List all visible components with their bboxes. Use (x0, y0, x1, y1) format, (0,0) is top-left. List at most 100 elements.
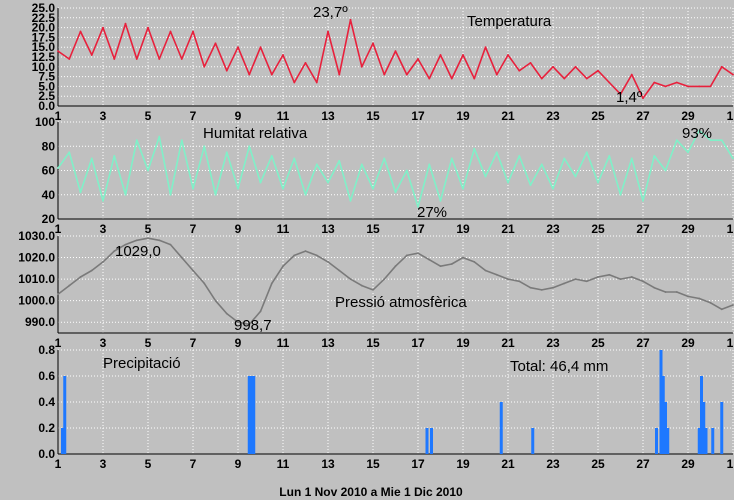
x-tick-label: 5 (145, 109, 152, 123)
humidity-data-point (282, 187, 284, 190)
temperature-data-point (495, 73, 498, 76)
pressure-data-point (90, 269, 93, 272)
x-tick-label: 13 (321, 222, 335, 236)
precip-bar (666, 428, 670, 454)
pressure-data-point (192, 269, 194, 272)
humidity-data-point (450, 157, 453, 160)
precip-bar (697, 428, 701, 454)
temperature-panel (57, 7, 734, 107)
temperature-data-point (270, 73, 273, 76)
x-tick-label: 9 (235, 109, 242, 123)
y-tick-label: 100 (35, 115, 55, 129)
humidity-data-point (338, 159, 341, 162)
temperature-data-point (135, 58, 138, 60)
temperature-data-point (180, 58, 183, 60)
temperature-data-point (360, 65, 363, 68)
x-tick-label: 21 (501, 109, 515, 123)
pressure-data-point (214, 299, 217, 302)
x-tick-label: 21 (501, 457, 515, 471)
precip-bar (720, 402, 724, 454)
temperature-min-label: 1,4º (616, 89, 643, 106)
humidity-data-point (507, 181, 509, 184)
x-tick-label: 15 (366, 336, 380, 350)
temperature-data-point (282, 54, 284, 56)
y-tick-label: 0.8 (38, 343, 55, 357)
x-tick-label: 9 (235, 336, 242, 350)
x-tick-label: 15 (366, 457, 380, 471)
pressure-data-point (473, 260, 476, 263)
humidity-data-point (428, 163, 431, 166)
humidity-data-point (687, 151, 689, 154)
temperature-data-point (349, 18, 352, 21)
pressure-data-point (417, 252, 419, 255)
humidity-data-point (270, 155, 273, 157)
x-tick-label: 17 (411, 336, 425, 350)
humidity-data-point (79, 191, 82, 194)
humidity-data-point (630, 157, 633, 160)
precip-bar (61, 428, 64, 454)
y-tick-label: 990.0 (25, 315, 55, 329)
temperature-data-point (214, 42, 217, 45)
temperature-data-point (169, 30, 172, 33)
humidity-data-point (473, 147, 476, 150)
pressure-data-point (698, 297, 701, 300)
y-tick-label: 0.0 (38, 99, 55, 113)
temperature-data-point (192, 30, 194, 33)
y-tick-label: 2.5 (38, 89, 55, 103)
pressure-data-point (450, 263, 453, 265)
humidity-data-point (90, 157, 93, 160)
humidity-data-point (529, 184, 532, 186)
x-tick-label: 25 (591, 457, 605, 471)
temperature-data-point (428, 77, 431, 80)
humidity-data-point (315, 163, 318, 166)
y-tick-label: 20.0 (32, 21, 56, 35)
temperature-data-point (529, 61, 532, 64)
precip-bar (252, 376, 256, 454)
temperature-max-label: 23,7º (313, 4, 348, 21)
x-tick-label: 13 (321, 109, 335, 123)
x-tick-label: 7 (190, 109, 197, 123)
humidity-data-point (203, 145, 206, 148)
humidity-data-point (585, 151, 588, 154)
humidity-data-point (552, 187, 554, 190)
temperature-data-point (540, 77, 543, 80)
temperature-data-point (90, 54, 93, 56)
x-tick-label: 19 (456, 457, 470, 471)
pressure-data-point (540, 288, 543, 291)
pressure-data-point (135, 239, 138, 242)
humidity-data-point (405, 169, 408, 172)
y-tick-label: 1000.0 (18, 294, 55, 308)
temperature-data-point (462, 54, 464, 56)
pressure-data-point (360, 284, 363, 287)
temperature-data-point (259, 46, 262, 49)
y-tick-label: 15.0 (32, 40, 56, 54)
y-tick-label: 1030.0 (18, 229, 55, 243)
x-tick-label: 25 (591, 109, 605, 123)
humidity-data-point (619, 193, 622, 196)
temperature-data-point (248, 73, 251, 76)
precip-bar (661, 376, 665, 454)
x-tick-label: 1 (55, 457, 62, 471)
x-tick-label: 15 (366, 109, 380, 123)
humidity-max-label: 93% (682, 125, 712, 142)
x-tick-label: 21 (501, 222, 515, 236)
x-tick-label: 27 (636, 336, 650, 350)
temperature-data-point (57, 50, 59, 53)
x-tick-label: 23 (546, 222, 560, 236)
x-tick-label: 29 (681, 457, 695, 471)
x-tick-label: 1 (55, 336, 62, 350)
x-tick-label: 7 (190, 222, 197, 236)
humidity-data-point (563, 157, 566, 160)
temperature-data-point (653, 81, 656, 84)
humidity-data-point (68, 151, 71, 154)
temperature-data-point (687, 85, 689, 88)
pressure-data-point (259, 310, 262, 313)
precip-title: Precipitació (103, 355, 181, 372)
pressure-data-point (304, 250, 307, 252)
temperature-data-point (327, 30, 329, 33)
pressure-data-point (113, 250, 116, 252)
x-tick-label: 3 (100, 457, 107, 471)
x-tick-label: 21 (501, 336, 515, 350)
x-tick-label: 27 (636, 222, 650, 236)
temperature-title: Temperatura (467, 13, 552, 30)
